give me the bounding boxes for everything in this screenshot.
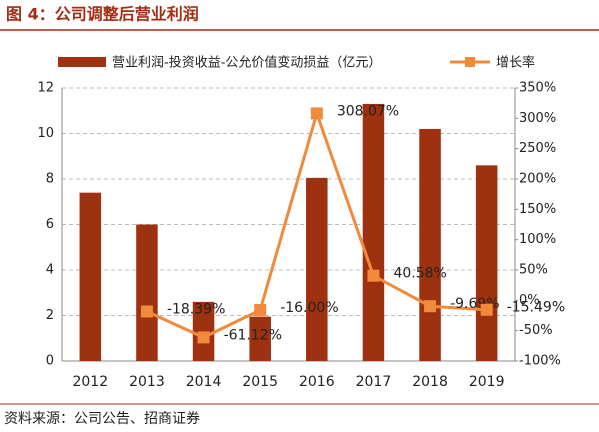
data-label: 40.58% xyxy=(393,266,446,282)
y2-tick-label: 300% xyxy=(519,111,556,126)
x-tick-label: 2014 xyxy=(186,374,222,390)
point xyxy=(254,304,267,317)
bar xyxy=(249,316,271,361)
x-tick-label: 2013 xyxy=(129,374,165,390)
bar xyxy=(475,165,498,361)
point xyxy=(367,269,380,282)
y2-tick-label: -50% xyxy=(519,323,553,338)
bar xyxy=(136,224,158,361)
point xyxy=(140,305,153,318)
x-tick-label: 2019 xyxy=(469,374,505,390)
bar xyxy=(419,128,441,361)
chart-title: 图 4：公司调整后营业利润 xyxy=(6,5,199,24)
data-label: 308.07% xyxy=(337,103,399,119)
x-tick-label: 2016 xyxy=(299,374,335,390)
y2-tick-label: -100% xyxy=(519,354,561,369)
y-tick-label: 0 xyxy=(46,354,54,369)
legend-label: 营业利润-投资收益-公允价值变动损益（亿元） xyxy=(112,55,381,71)
y-tick-label: 10 xyxy=(37,126,54,141)
data-label: -18.39% xyxy=(167,301,225,317)
y-tick-label: 12 xyxy=(37,81,54,96)
data-label: -16.00% xyxy=(280,300,338,316)
point xyxy=(310,107,323,120)
data-label: -61.12% xyxy=(224,327,282,343)
y-tick-label: 4 xyxy=(46,263,54,278)
y2-tick-label: 350% xyxy=(519,81,556,96)
y-tick-label: 6 xyxy=(46,217,54,232)
point xyxy=(197,331,210,344)
legend-swatch xyxy=(465,57,475,67)
bar xyxy=(362,103,385,362)
y2-tick-label: 150% xyxy=(519,202,556,217)
y-tick-label: 8 xyxy=(46,172,54,187)
y2-tick-label: 100% xyxy=(519,232,556,247)
bar xyxy=(79,192,102,361)
x-tick-label: 2017 xyxy=(356,374,392,390)
data-label: -15.49% xyxy=(507,300,565,316)
x-tick-label: 2012 xyxy=(72,374,108,390)
y2-tick-label: 50% xyxy=(519,263,548,278)
source: 资料来源：公司公告、招商证券 xyxy=(4,411,200,427)
legend-swatch xyxy=(58,57,106,67)
y-tick-label: 2 xyxy=(46,308,54,323)
x-tick-label: 2015 xyxy=(242,374,278,390)
y2-tick-label: 250% xyxy=(519,141,556,156)
y2-tick-label: 200% xyxy=(519,172,556,187)
point xyxy=(424,300,437,313)
legend-label: 增长率 xyxy=(496,55,535,71)
bar xyxy=(306,177,328,361)
y2-tick-label: 0% xyxy=(519,293,540,308)
x-tick-label: 2018 xyxy=(412,374,448,390)
point xyxy=(480,303,493,316)
